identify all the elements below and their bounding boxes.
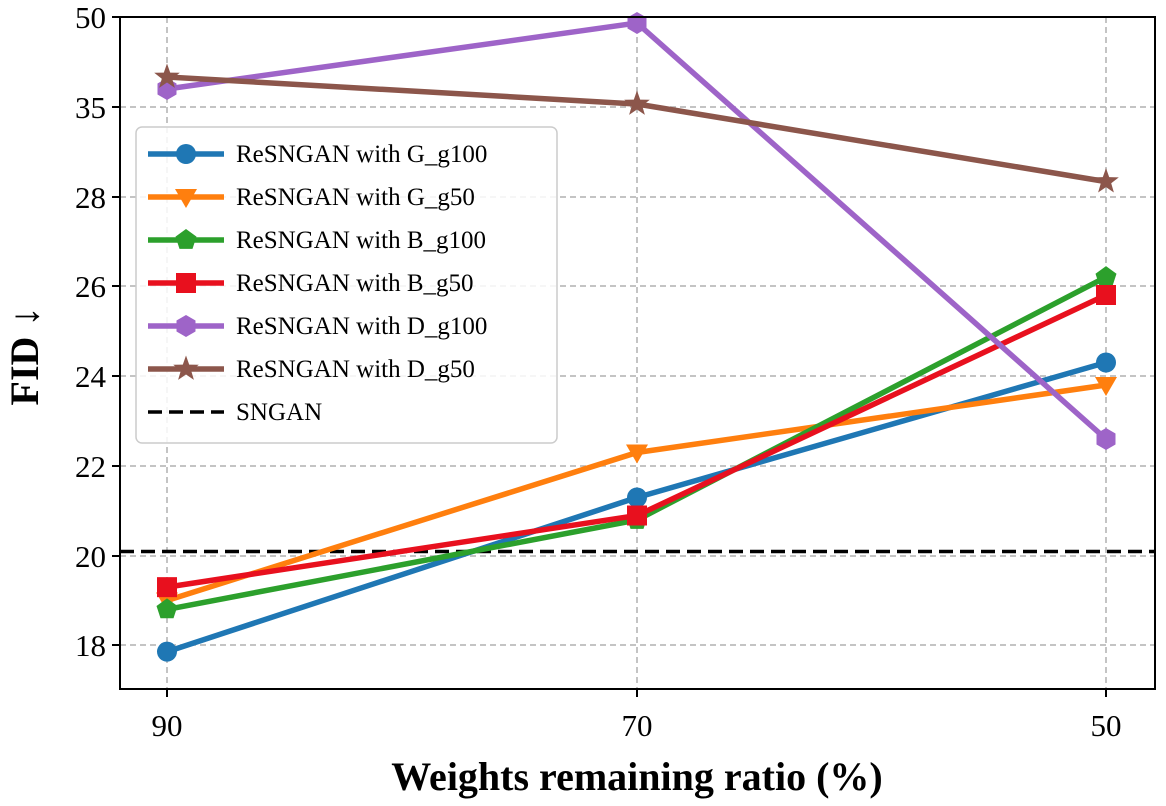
data-point	[627, 505, 647, 526]
svg-text:FID ↓: FID ↓	[2, 307, 47, 406]
legend-label: ReSNGAN with D_g100	[236, 313, 487, 340]
data-point	[626, 444, 648, 464]
legend-entry: ReSNGAN with B_g50	[148, 270, 474, 297]
legend-label: ReSNGAN with B_g50	[236, 270, 474, 297]
x-axis-title: Weights remaining ratio (%)	[391, 754, 882, 799]
legend-entry: ReSNGAN with G_g100	[148, 141, 487, 168]
data-point	[1093, 168, 1119, 193]
y-ticks: 18 20 22 24 26 28 35 50	[75, 0, 120, 663]
legend-label: ReSNGAN with D_g50	[236, 356, 475, 383]
y-tick-label: 28	[75, 180, 106, 215]
data-point	[157, 641, 177, 662]
legend-entry: ReSNGAN with D_g50	[148, 355, 475, 383]
legend-entry: ReSNGAN with B_g100	[148, 227, 486, 254]
data-point	[627, 487, 647, 508]
data-point	[1096, 285, 1116, 305]
series-6	[154, 63, 1119, 193]
x-ticks: 90 70 50	[152, 689, 1122, 743]
legend-marker	[176, 273, 196, 293]
legend-entry: SNGAN	[148, 399, 322, 426]
legend-box	[135, 126, 558, 444]
x-tick-label: 70	[622, 708, 653, 743]
legend: ReSNGAN with G_g100 ReSNGAN with G_g50 ReS…	[135, 126, 558, 444]
y-tick-label: 26	[75, 269, 106, 304]
legend-marker	[176, 144, 196, 164]
legend-marker	[175, 189, 197, 208]
legend-label: ReSNGAN with G_g100	[236, 141, 487, 168]
data-point	[1095, 266, 1117, 286]
x-tick-label: 90	[152, 708, 183, 743]
legend-marker	[175, 229, 197, 249]
data-point	[624, 90, 650, 115]
y-tick-label: 18	[75, 628, 106, 663]
y-tick-label: 50	[75, 0, 106, 35]
series-group	[154, 12, 1119, 662]
data-point	[156, 598, 178, 619]
y-tick-label: 22	[75, 449, 106, 484]
legend-marker	[176, 315, 196, 337]
legend-entry: ReSNGAN with D_g100	[148, 313, 487, 340]
y-tick-label: 24	[75, 359, 107, 394]
y-tick-label: 20	[75, 539, 106, 574]
data-point	[1096, 428, 1116, 450]
data-point	[154, 63, 180, 88]
legend-label: SNGAN	[236, 399, 322, 426]
x-tick-label: 50	[1091, 708, 1122, 743]
legend-marker	[173, 355, 199, 380]
legend-entry: ReSNGAN with G_g50	[148, 184, 475, 211]
data-point	[1096, 352, 1116, 373]
data-point	[157, 577, 177, 598]
series-4	[157, 285, 1116, 598]
legend-label: ReSNGAN with G_g50	[236, 184, 475, 211]
y-axis-title: FID	[2, 337, 47, 406]
y-axis-title-group: FID ↓	[2, 307, 47, 406]
data-point	[1095, 377, 1117, 396]
legend-label: ReSNGAN with B_g100	[236, 227, 486, 254]
y-axis-arrow: ↓	[2, 307, 47, 327]
y-tick-label: 35	[75, 90, 106, 125]
